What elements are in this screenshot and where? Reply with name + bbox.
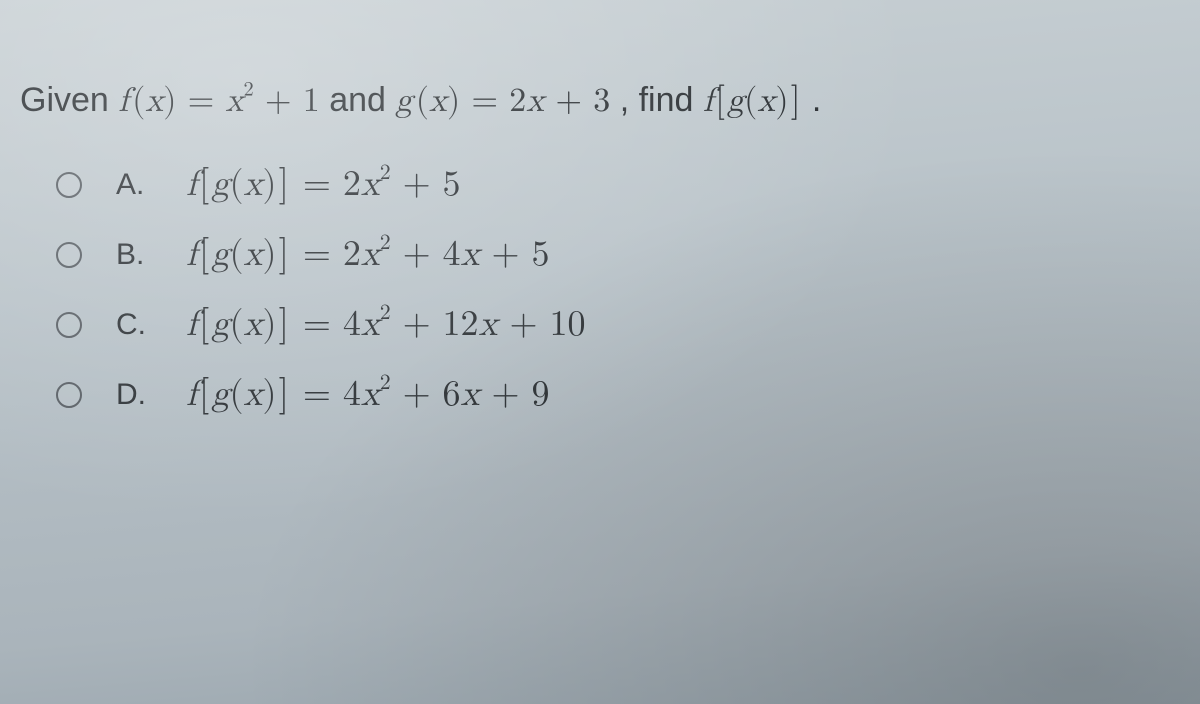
g-definition: g (x) = 2x + 3 (395, 81, 610, 119)
option-letter: C. (116, 308, 152, 342)
option-d[interactable]: D. f[g(x)] = 4x2 + 6x + 9 (56, 373, 1180, 417)
option-a[interactable]: A. f[g(x)] = 2x2 + 5 (56, 163, 1180, 207)
option-formula: f[g(x)] = 4x2 + 12x + 10 (186, 303, 586, 347)
radio-icon[interactable] (56, 312, 82, 338)
option-formula: f[g(x)] = 4x2 + 6x + 9 (186, 373, 550, 417)
radio-icon[interactable] (56, 172, 82, 198)
f-definition: f (x) = x2 + 1 (118, 81, 319, 119)
option-letter: D. (116, 378, 152, 412)
question-tail-suffix: . (812, 81, 821, 119)
option-letter: B. (116, 238, 152, 272)
option-b[interactable]: B. f[g(x)] = 2x2 + 4x + 5 (56, 233, 1180, 277)
option-c[interactable]: C. f[g(x)] = 4x2 + 12x + 10 (56, 303, 1180, 347)
question-joiner: and (329, 81, 395, 119)
option-letter: A. (116, 168, 152, 202)
question-page: Given f (x) = x2 + 1 and g (x) = 2x + 3 … (0, 0, 1200, 417)
radio-icon[interactable] (56, 382, 82, 408)
option-formula: f[g(x)] = 2x2 + 4x + 5 (186, 233, 550, 277)
radio-icon[interactable] (56, 242, 82, 268)
option-formula: f[g(x)] = 2x2 + 5 (186, 163, 461, 207)
options-list: A. f[g(x)] = 2x2 + 5 B. f[g(x)] = 2x2 + … (20, 163, 1180, 417)
composition-target: f[g(x)] (703, 81, 803, 119)
question-stem: Given f (x) = x2 + 1 and g (x) = 2x + 3 … (20, 78, 1180, 123)
question-prefix: Given (20, 81, 118, 119)
question-tail-prefix: , find (620, 81, 703, 119)
